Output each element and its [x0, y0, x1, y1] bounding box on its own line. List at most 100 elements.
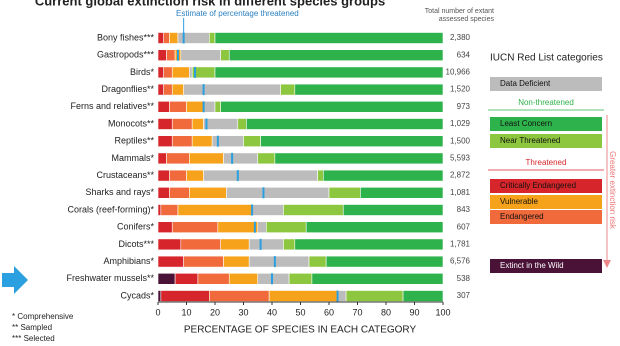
y-tick-label: Crustaceans** [96, 170, 154, 180]
bar-segment [214, 66, 444, 79]
bar-segment [217, 221, 259, 233]
bar-segment [257, 152, 276, 165]
bar-segment [157, 204, 162, 216]
marker-label: Estimate of percentage threatened [176, 9, 299, 18]
y-tick-label: Monocots** [108, 118, 155, 128]
bar-segment [189, 187, 227, 199]
bar-segment [157, 49, 167, 62]
bar-segment [345, 290, 404, 302]
bar-segment [283, 204, 344, 216]
legend-label: Data Deficient [500, 79, 551, 88]
bar-segment [189, 152, 224, 165]
bar-segment [171, 66, 190, 79]
bar-segment [157, 187, 170, 199]
legend-swatch [490, 210, 602, 224]
note: ** Sampled [12, 323, 52, 332]
bar-segment [214, 32, 444, 44]
legend-label: Critically Endangered [500, 181, 576, 190]
total-label: 307 [457, 291, 471, 300]
bar-segment [260, 135, 444, 147]
bar-segment [203, 169, 318, 182]
bar-segment [209, 32, 216, 44]
bar-segment [186, 101, 204, 113]
y-tick-label: Sharks and rays* [85, 187, 154, 197]
bar-segment [274, 152, 444, 165]
bar-segment [169, 101, 187, 113]
bar-segment [214, 101, 221, 113]
bar-segment [243, 135, 261, 147]
y-tick-label: Dicots*** [118, 239, 154, 249]
bar-segment [248, 255, 310, 268]
bar-segment [157, 221, 173, 233]
x-tick-label: 100 [435, 307, 450, 317]
bar-segment [228, 49, 444, 62]
total-label: 607 [457, 222, 471, 231]
bar-segment [308, 255, 327, 268]
bar-segment [169, 169, 187, 182]
bar-segment [220, 238, 250, 251]
bar-segment [294, 83, 444, 96]
bar-segment [251, 204, 284, 216]
total-label: 1,081 [450, 188, 471, 197]
bar-segment [402, 290, 444, 302]
totals-header: Total number of extant assessed species [424, 8, 494, 23]
y-tick-label: Mammals* [111, 153, 154, 163]
note: * Comprehensive [12, 312, 74, 321]
bar-segment [157, 66, 164, 79]
legend-swatch [490, 117, 602, 131]
y-tick-label: Ferns and relatives** [70, 101, 154, 111]
x-tick-label: 30 [238, 307, 248, 317]
bar-segment [265, 221, 307, 233]
bar-segment [186, 169, 204, 182]
bar-segment [311, 272, 444, 285]
bar-segment [157, 118, 173, 130]
y-tick-label: Cycads* [120, 290, 154, 300]
legend-swatch [490, 195, 602, 209]
bar-segment [177, 204, 253, 216]
legend-label: Least Concern [500, 119, 552, 128]
bar-segment [223, 255, 250, 268]
bar-segment [257, 221, 267, 233]
bar-segment [157, 272, 176, 285]
legend-swatch [490, 134, 602, 148]
legend-swatch [490, 179, 602, 193]
y-tick-label: Amphibians* [103, 256, 154, 266]
bar-segment [237, 118, 247, 130]
bar-segment [163, 83, 173, 96]
y-tick-label: Gastropods*** [97, 50, 155, 60]
bar-segment [342, 204, 444, 216]
legend-label: Endangered [500, 212, 544, 221]
bar-segment [337, 290, 347, 302]
bar-segment [246, 118, 444, 130]
bar-segment [268, 290, 338, 302]
bar-segment [191, 118, 204, 130]
total-label: 6,576 [450, 257, 471, 266]
legend-label: Extinct in the Wild [500, 261, 564, 270]
y-tick-label: Birds* [130, 67, 155, 77]
bar-segment [223, 152, 259, 165]
bar-segment [283, 238, 296, 251]
bar-segment [191, 135, 213, 147]
legend-label: Near Threatened [500, 136, 560, 145]
bar-segment [157, 238, 182, 251]
bar-segment [360, 187, 444, 199]
bar-segment [157, 169, 170, 182]
x-tick-label: 60 [324, 307, 334, 317]
x-tick-label: 80 [381, 307, 391, 317]
bar-segment [157, 290, 162, 302]
bar-segment [325, 255, 444, 268]
bar-segment [203, 118, 239, 130]
bar-segment [209, 290, 270, 302]
bar-segment [171, 221, 219, 233]
legend-title: IUCN Red List categories [490, 53, 603, 64]
chart-title: Current global extinction risk in differ… [35, 0, 385, 8]
total-label: 5,593 [450, 154, 471, 163]
total-label: 1,781 [450, 240, 471, 249]
x-tick-label: 70 [352, 307, 362, 317]
bar-segment [328, 187, 361, 199]
highlight-arrow [2, 266, 28, 294]
bar-segment [248, 238, 284, 251]
bar-segment [163, 32, 170, 44]
bar-segment [183, 255, 224, 268]
